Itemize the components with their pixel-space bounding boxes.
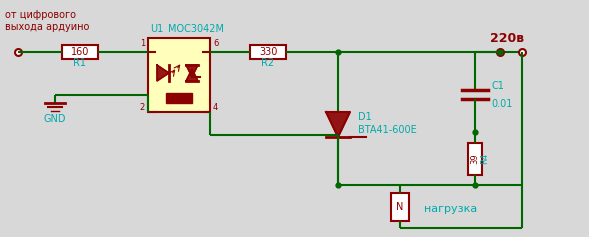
Polygon shape xyxy=(186,65,198,77)
Text: U1: U1 xyxy=(150,24,163,34)
Bar xyxy=(148,38,210,112)
Text: 4: 4 xyxy=(213,102,219,111)
Polygon shape xyxy=(157,65,169,81)
Bar xyxy=(62,45,98,59)
Text: R2: R2 xyxy=(262,58,274,68)
Text: 220в: 220в xyxy=(490,32,524,45)
Text: BTA41-600E: BTA41-600E xyxy=(358,125,417,135)
Text: 0.01: 0.01 xyxy=(491,99,512,109)
Text: GND: GND xyxy=(44,114,66,124)
Bar xyxy=(468,142,482,174)
Bar xyxy=(166,93,192,103)
Text: 39: 39 xyxy=(471,153,479,164)
Text: 2: 2 xyxy=(140,102,145,111)
Bar xyxy=(250,45,286,59)
Text: нагрузка: нагрузка xyxy=(424,204,477,214)
Text: 330: 330 xyxy=(259,47,277,57)
Text: R4: R4 xyxy=(481,153,489,164)
Text: 160: 160 xyxy=(71,47,89,57)
Text: 6: 6 xyxy=(213,38,219,47)
Text: от цифрового
выхода ардуино: от цифрового выхода ардуино xyxy=(5,10,90,32)
Text: D1: D1 xyxy=(358,112,372,122)
Text: C1: C1 xyxy=(491,81,504,91)
Text: N: N xyxy=(396,201,403,211)
Polygon shape xyxy=(326,112,350,137)
Polygon shape xyxy=(186,69,198,81)
Text: R1: R1 xyxy=(74,58,87,68)
Text: MOC3042M: MOC3042M xyxy=(168,24,224,34)
Bar xyxy=(391,192,409,220)
Text: 1: 1 xyxy=(140,38,145,47)
